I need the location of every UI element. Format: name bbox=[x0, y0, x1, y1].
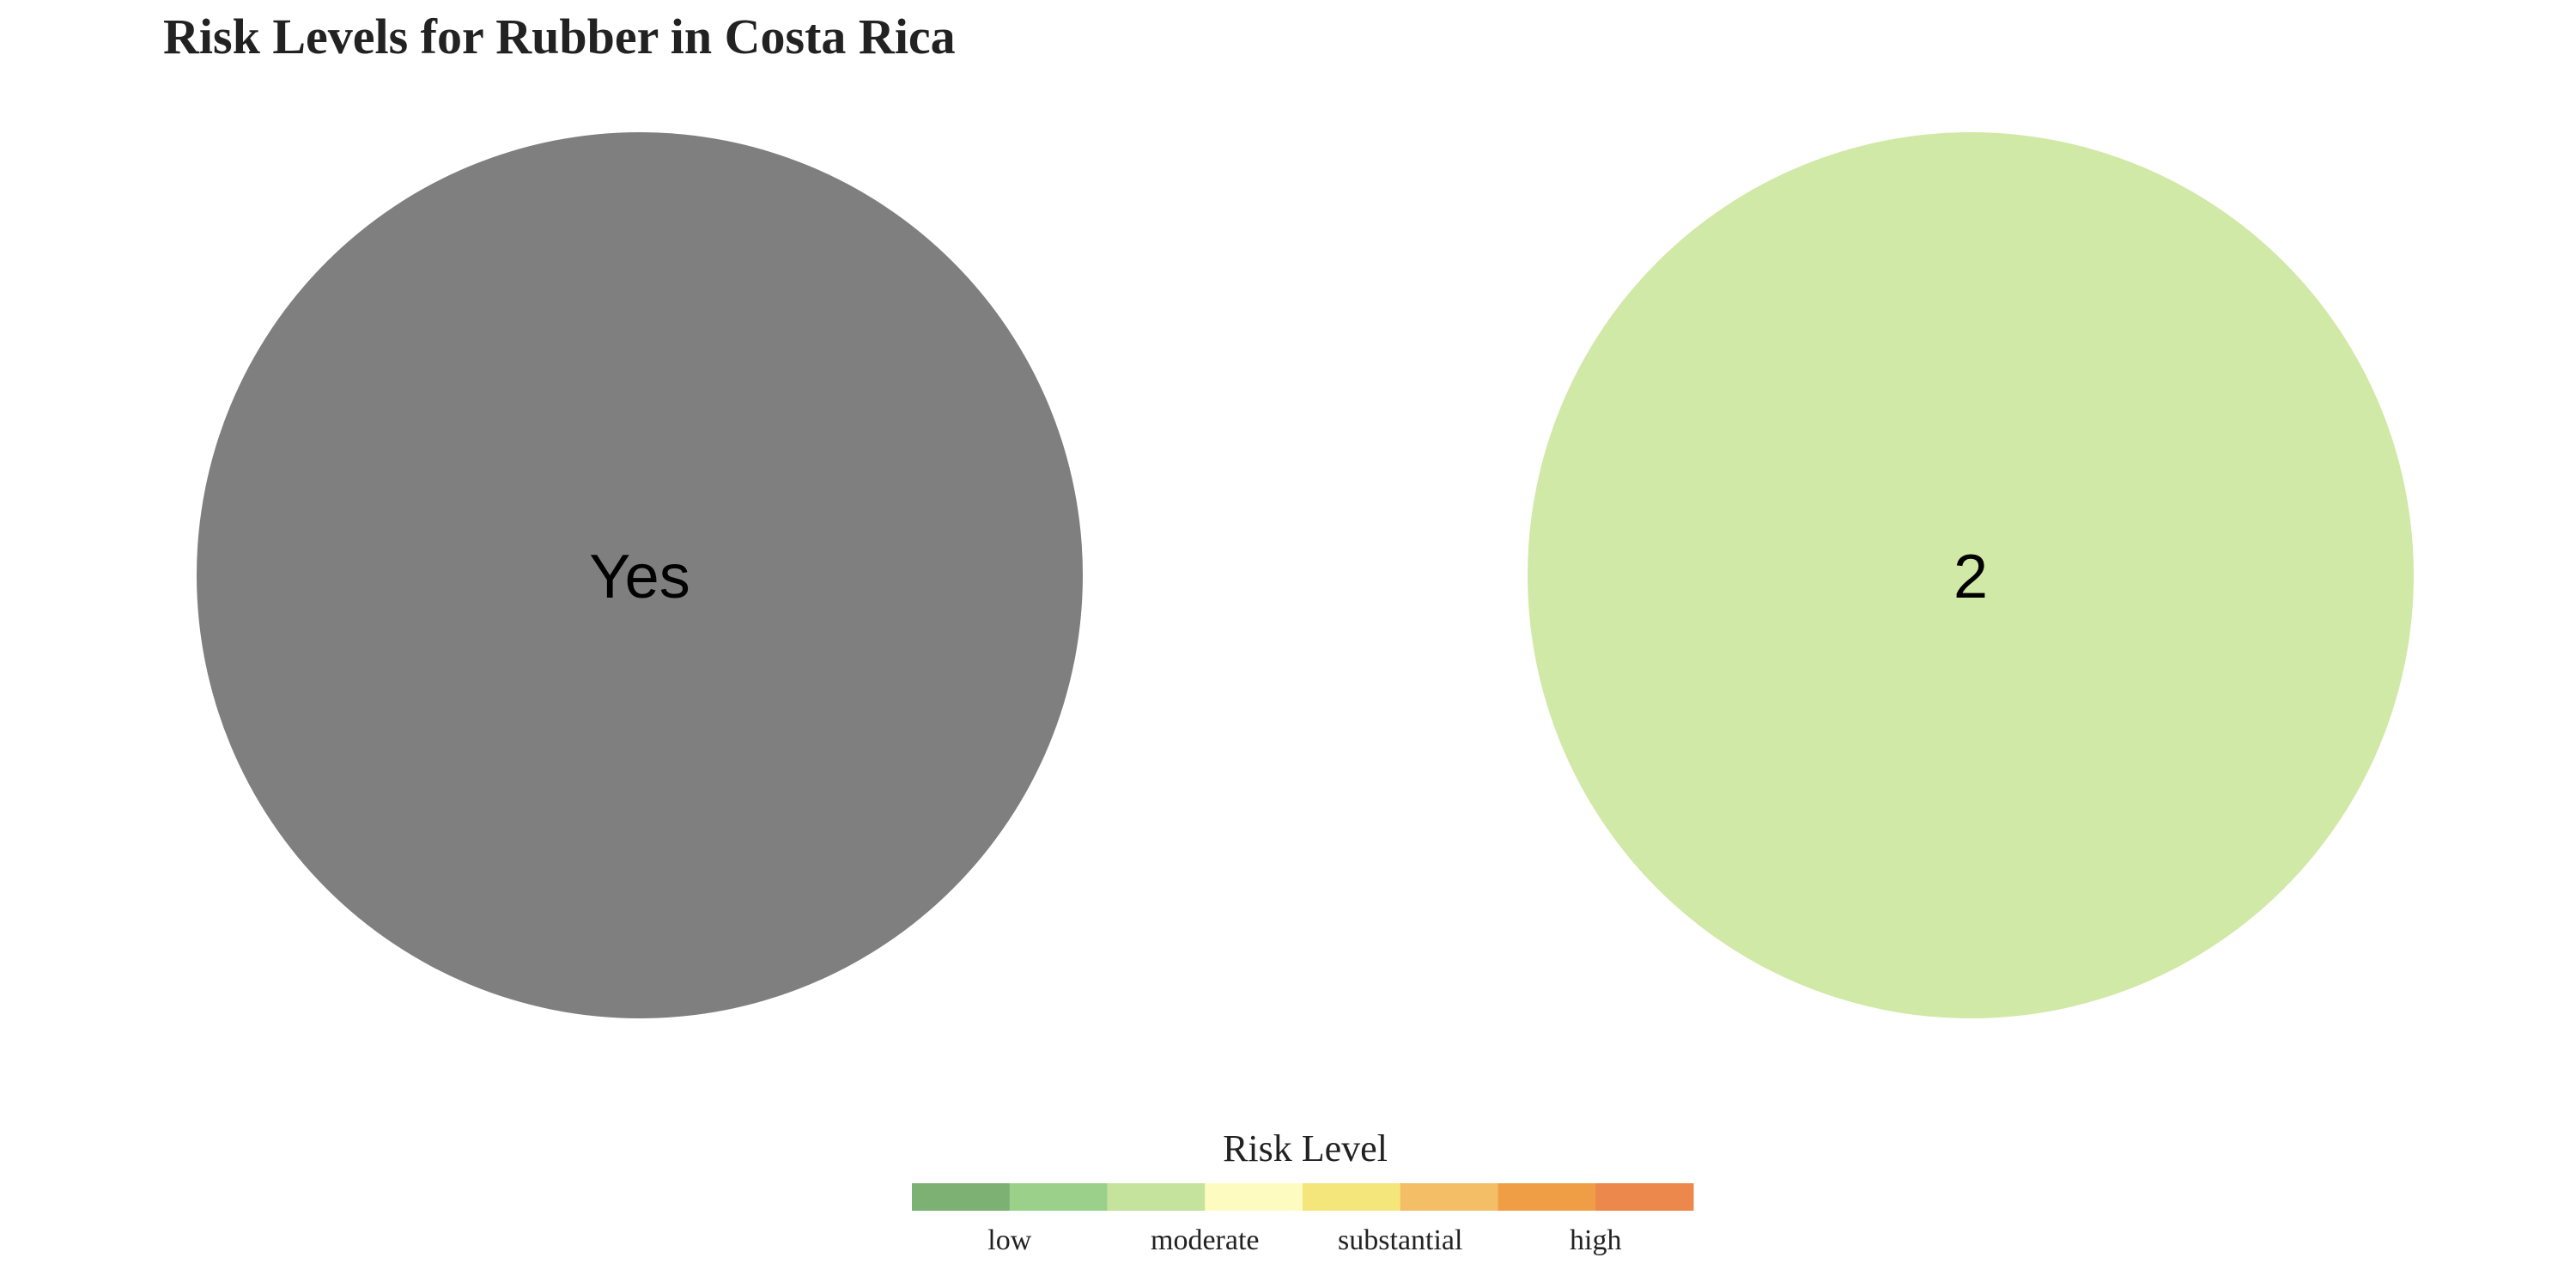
pie-label-2: 2 bbox=[1953, 543, 1988, 611]
pie-slice-2 bbox=[1528, 132, 2414, 1018]
pie-panels: Yes 2 bbox=[197, 132, 2414, 1018]
pie-slice-1 bbox=[197, 132, 1083, 1018]
pie-label-1: Yes bbox=[589, 543, 690, 611]
legend-swatch-6 bbox=[1400, 1183, 1498, 1211]
legend-tick-label-2: moderate bbox=[1151, 1224, 1260, 1256]
legend: Risk Level low moderate substantial high bbox=[912, 1127, 1694, 1256]
legend-swatch-8 bbox=[1595, 1183, 1694, 1211]
legend-title: Risk Level bbox=[1223, 1127, 1388, 1170]
legend-ticks: low moderate substantial high bbox=[987, 1224, 1621, 1256]
chart-title: Risk Levels for Rubber in Costa Rica bbox=[163, 9, 956, 64]
legend-swatch-3 bbox=[1107, 1183, 1206, 1211]
legend-swatches bbox=[912, 1183, 1694, 1211]
legend-swatch-5 bbox=[1303, 1183, 1401, 1211]
legend-swatch-4 bbox=[1205, 1183, 1303, 1211]
legend-tick-label-4: high bbox=[1570, 1224, 1621, 1256]
legend-swatch-1 bbox=[912, 1183, 1011, 1211]
legend-tick-label-3: substantial bbox=[1338, 1224, 1462, 1256]
legend-tick-label-1: low bbox=[987, 1224, 1031, 1256]
legend-swatch-2 bbox=[1009, 1183, 1108, 1211]
legend-swatch-7 bbox=[1498, 1183, 1596, 1211]
